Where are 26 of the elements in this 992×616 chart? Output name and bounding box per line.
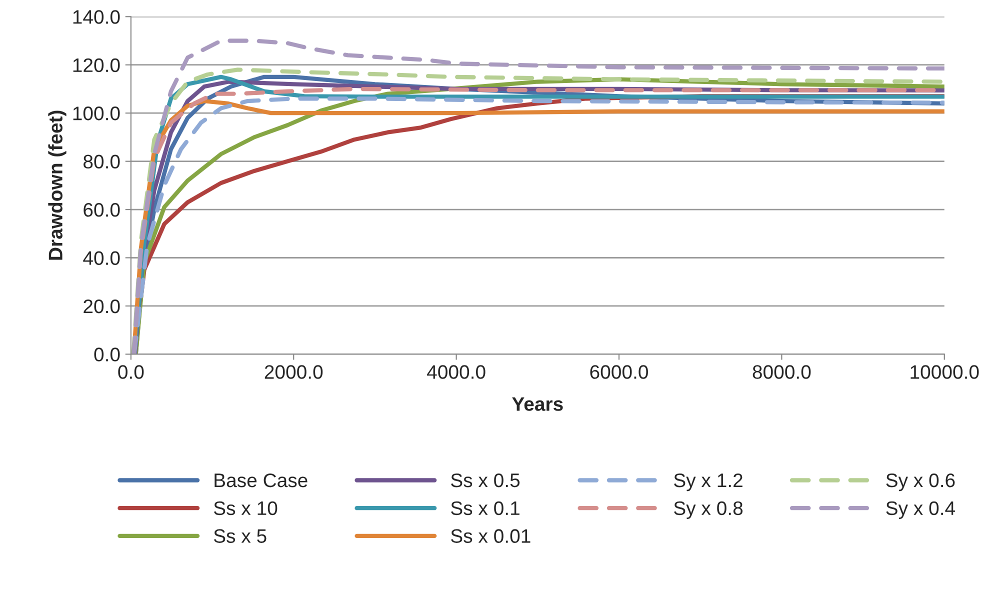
x-axis-title: Years [512,397,563,411]
x-tick-label: 6000.0 [590,365,648,379]
y-tick-label: 60.0 [84,202,120,217]
x-tick-label: 2000.0 [264,365,323,379]
legend-label: Sy x 0.8 [674,501,743,519]
x-tick-label: 8000.0 [752,365,811,379]
legend-label: Ss x 0.5 [451,473,520,488]
legend-label: Sy x 0.6 [886,473,955,492]
legend-label: Sy x 1.2 [674,473,742,492]
legend-label: Ss x 5 [214,529,266,543]
legend-label: Ss x 10 [214,501,278,516]
legend-label: Sy x 0.4 [886,501,956,519]
legend-label: Base Case [214,473,308,488]
y-tick-label: 0.0 [94,348,120,362]
y-tick-label: 100.0 [73,106,120,120]
x-tick-label: 0.0 [118,365,144,379]
legend-label: Ss x 0.01 [451,529,530,543]
x-tick-label: 4000.0 [427,365,486,379]
x-tick-label: 10000.0 [910,365,979,379]
y-tick-label: 120.0 [73,58,120,72]
y-axis-title: Drawdown (feet) [48,110,66,260]
y-tick-label: 140.0 [73,10,120,24]
y-tick-label: 20.0 [84,299,120,314]
legend-label: Ss x 0.1 [451,501,520,516]
y-tick-label: 80.0 [84,154,120,169]
y-tick-label: 40.0 [83,251,120,265]
